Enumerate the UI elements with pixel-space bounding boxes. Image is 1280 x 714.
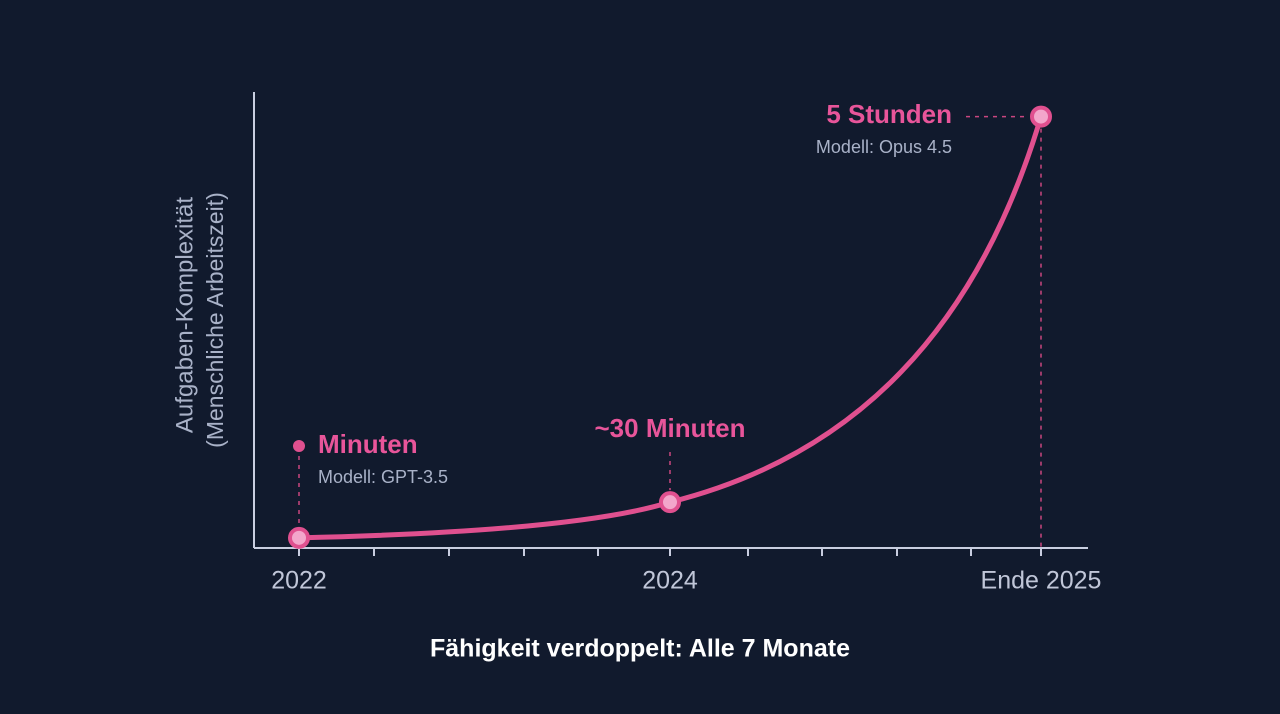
x-tick-label: Ende 2025 [981, 567, 1102, 595]
model-note: Modell: Opus 4.5 [816, 137, 952, 157]
minor-ticks [373, 548, 972, 556]
data-point [659, 491, 681, 514]
value-label: ~30 Minuten [595, 413, 746, 443]
y-axis-note: (Menschliche Arbeitszeit) [202, 192, 228, 448]
x-tick-label: 2024 [642, 567, 698, 595]
data-point [1030, 105, 1052, 128]
value-label: 5 Stunden [826, 99, 952, 129]
y-axis-label: Aufgaben-Komplexität [171, 197, 198, 433]
x-tick-label: 2022 [271, 567, 327, 595]
value-label: Minuten [318, 429, 418, 459]
growth-curve [296, 114, 1044, 541]
caption: Fähigkeit verdoppelt: Alle 7 Monate [430, 635, 850, 663]
guide-dot [293, 440, 305, 452]
data-point [288, 526, 310, 549]
model-note: Modell: GPT-3.5 [318, 467, 448, 487]
